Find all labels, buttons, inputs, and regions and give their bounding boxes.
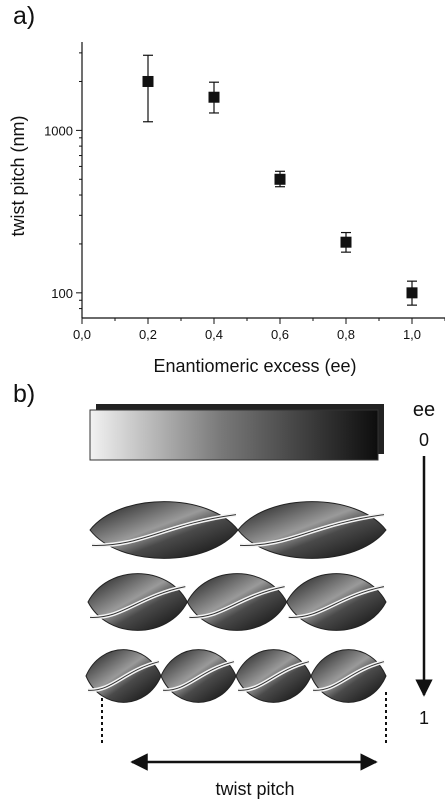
- x-tick-label: 0,6: [271, 327, 289, 342]
- twist-pitch-chart: 0,0 0,2 0,4 0,6 0,8 1,0 100 1000 Enantiomeric e…: [8, 42, 445, 376]
- x-tick-label: 0,0: [73, 327, 91, 342]
- twisted-ribbon-low-ee: [89, 501, 387, 559]
- ribbon-edge-line: [91, 514, 237, 546]
- y-axis-title: twist pitch (nm): [8, 115, 28, 236]
- ribbon-edge-line: [87, 661, 160, 691]
- ribbon-edge-line: [239, 514, 385, 546]
- ee-start-label: 0: [419, 430, 429, 450]
- x-tick-label: 0,4: [205, 327, 223, 342]
- data-point: [340, 236, 352, 248]
- panel-b-label: b): [13, 380, 36, 408]
- y-tick-label: 1000: [44, 123, 73, 138]
- data-point: [274, 173, 286, 185]
- ribbon-edge-line: [237, 661, 310, 691]
- ee-label: ee: [413, 399, 435, 421]
- panel-a-label: a): [13, 2, 36, 30]
- twisted-ribbon-mid-ee: [87, 573, 387, 631]
- x-tick-label: 1,0: [403, 327, 421, 342]
- flat-tape: [89, 404, 384, 461]
- twisted-ribbon-high-ee: [85, 649, 387, 703]
- ribbon-edge-line: [89, 586, 186, 618]
- data-point: [208, 91, 220, 103]
- ribbon-edge-line: [312, 661, 385, 691]
- ee-end-label: 1: [419, 708, 429, 728]
- ribbon-edge-line: [189, 586, 285, 618]
- x-tick-label: 0,8: [337, 327, 355, 342]
- data-point: [142, 75, 154, 87]
- x-tick-label: 0,2: [139, 327, 157, 342]
- data-point: [406, 287, 418, 299]
- ribbon-edge-line: [288, 586, 385, 618]
- y-tick-label: 100: [51, 286, 73, 301]
- ribbon-edge-line: [162, 661, 235, 691]
- helix-schematic: ee 0 1 twist pitch: [85, 399, 435, 799]
- pitch-label: twist pitch: [215, 779, 294, 799]
- x-axis-title: Enantiomeric excess (ee): [153, 356, 356, 376]
